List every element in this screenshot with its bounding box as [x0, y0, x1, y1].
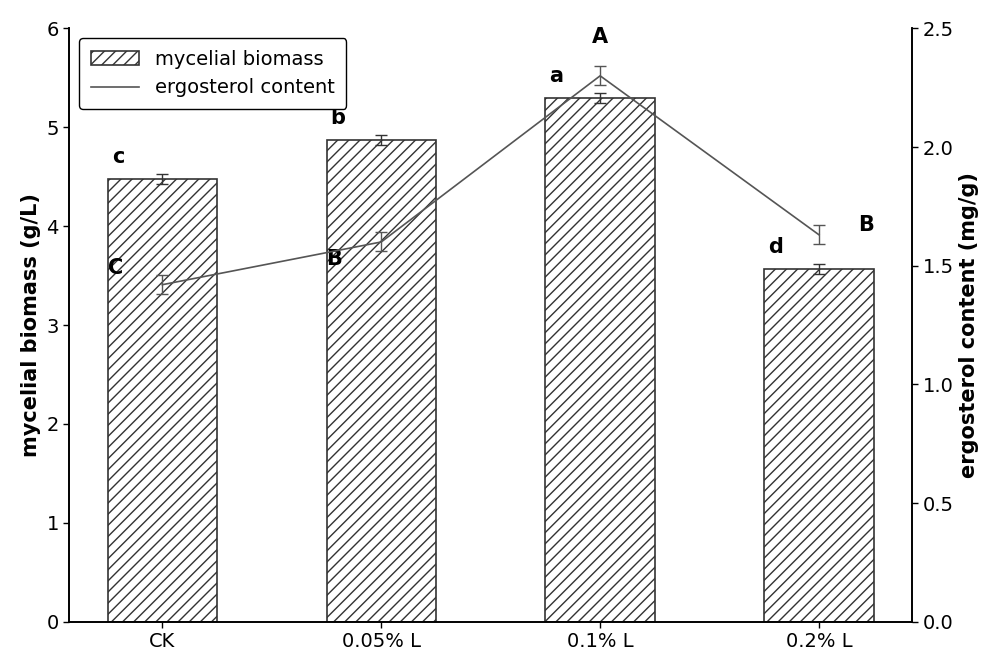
Bar	[108, 179, 217, 622]
Text: a: a	[549, 66, 563, 86]
Legend: mycelial biomass, ergosterol content: mycelial biomass, ergosterol content	[79, 38, 346, 109]
Text: A: A	[592, 28, 608, 47]
Y-axis label: mycelial biomass (g/L): mycelial biomass (g/L)	[21, 193, 41, 457]
Y-axis label: ergosterol content (mg/g): ergosterol content (mg/g)	[959, 172, 979, 478]
Text: b: b	[330, 108, 345, 128]
Text: B: B	[326, 249, 342, 269]
Bar	[327, 140, 436, 622]
Bar	[545, 97, 655, 622]
Text: c: c	[112, 146, 125, 167]
Text: B: B	[858, 215, 874, 235]
Text: d: d	[768, 237, 783, 257]
Bar	[764, 269, 874, 622]
Text: C: C	[108, 257, 123, 278]
